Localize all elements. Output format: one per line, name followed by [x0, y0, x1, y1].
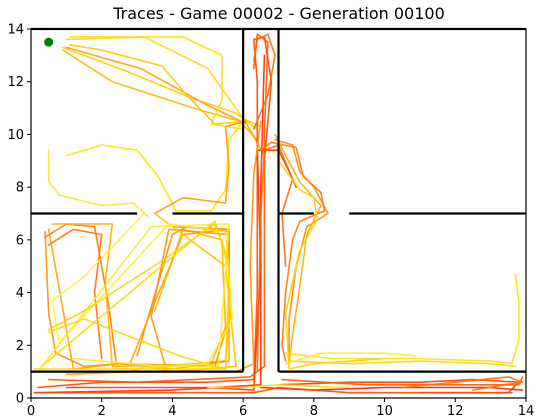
y-axis: 0 2 4 6 8 10 12 14 [7, 23, 31, 407]
x-tick-label: 6 [239, 404, 247, 419]
trace-line [69, 43, 251, 125]
trace-line [65, 120, 262, 376]
trace-line [277, 160, 386, 370]
trace-line [259, 141, 326, 362]
trace-line [44, 225, 230, 368]
trace-line [65, 46, 266, 157]
trace-line [284, 352, 418, 365]
x-tick-label: 0 [27, 404, 35, 419]
trace-line [47, 149, 149, 217]
trace-line [58, 223, 234, 370]
trace-line [61, 49, 259, 141]
walls-layer [31, 27, 526, 373]
y-tick-label: 10 [7, 128, 24, 143]
y-tick-label: 8 [16, 181, 24, 196]
trace-line [253, 33, 276, 130]
trace-line [401, 376, 524, 391]
x-tick-label: 14 [518, 404, 535, 419]
trace-line [33, 54, 266, 394]
trace-line [51, 223, 227, 368]
y-tick-label: 2 [16, 339, 24, 354]
x-tick-label: 2 [98, 404, 106, 419]
trace-line [69, 36, 244, 130]
x-tick-label: 10 [376, 404, 393, 419]
x-tick-label: 8 [310, 404, 318, 419]
trace-line [44, 223, 117, 362]
trace-line [33, 223, 230, 370]
trace-line [274, 133, 322, 365]
trace-line [274, 138, 329, 355]
x-tick-label: 12 [447, 404, 464, 419]
trace-line [37, 36, 273, 389]
trace-line [47, 33, 269, 384]
y-tick-label: 0 [16, 392, 24, 407]
start-layer [44, 37, 54, 47]
trace-line [47, 228, 103, 360]
chart-title: Traces - Game 00002 - Generation 00100 [112, 4, 445, 23]
y-tick-label: 4 [16, 286, 24, 301]
start-point [44, 37, 54, 47]
plot-frame [30, 28, 527, 399]
trace-line [288, 360, 517, 368]
y-tick-label: 12 [7, 75, 24, 90]
x-tick-label: 4 [168, 404, 176, 419]
trace-line [51, 212, 145, 347]
traces-layer [33, 33, 524, 394]
y-tick-label: 6 [16, 233, 24, 248]
trace-line [154, 120, 248, 215]
trace-line [37, 223, 230, 373]
trace-line [37, 386, 513, 394]
trace-line [65, 120, 244, 212]
trace-line [61, 46, 259, 130]
x-axis: 0 2 4 6 8 10 12 14 [27, 398, 534, 419]
y-tick-label: 14 [7, 23, 24, 38]
trace-line [284, 273, 520, 365]
trace-line [207, 383, 351, 389]
